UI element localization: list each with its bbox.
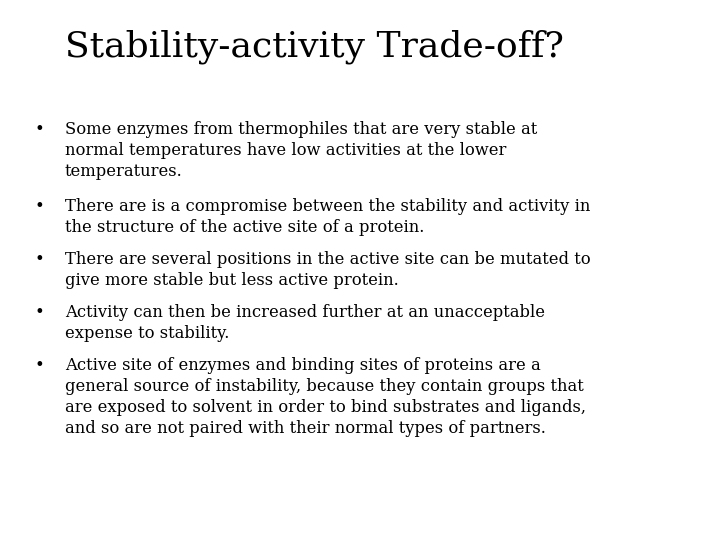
Text: Stability-activity Trade-off?: Stability-activity Trade-off?: [65, 30, 564, 64]
Text: Active site of enzymes and binding sites of proteins are a
general source of ins: Active site of enzymes and binding sites…: [65, 357, 586, 437]
Text: There are is a compromise between the stability and activity in
the structure of: There are is a compromise between the st…: [65, 198, 590, 236]
Text: •: •: [35, 251, 45, 268]
Text: •: •: [35, 304, 45, 321]
Text: •: •: [35, 198, 45, 215]
Text: Some enzymes from thermophiles that are very stable at
normal temperatures have : Some enzymes from thermophiles that are …: [65, 122, 537, 180]
Text: There are several positions in the active site can be mutated to
give more stabl: There are several positions in the activ…: [65, 251, 590, 289]
Text: Activity can then be increased further at an unacceptable
expense to stability.: Activity can then be increased further a…: [65, 304, 545, 342]
Text: •: •: [35, 357, 45, 374]
Text: •: •: [35, 122, 45, 138]
